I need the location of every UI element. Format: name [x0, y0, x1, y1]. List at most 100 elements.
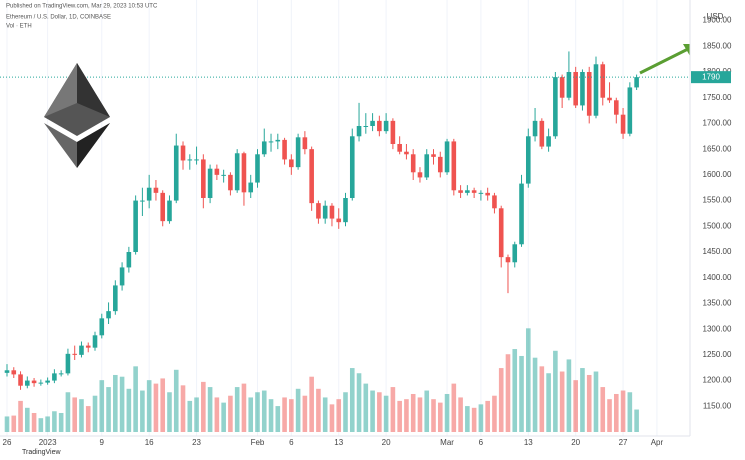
candle-body	[377, 120, 382, 132]
candle-body	[573, 72, 578, 106]
x-tick-label: 26	[3, 438, 12, 447]
volume-bar	[261, 390, 267, 432]
volume-bar	[627, 392, 633, 432]
candle-body	[492, 195, 497, 209]
volume-bar	[586, 374, 592, 432]
volume-bar	[410, 393, 416, 432]
volume-bar	[309, 376, 314, 432]
y-tick-label: 1250.00	[703, 350, 732, 359]
volume-bar	[336, 399, 342, 432]
volume-bar	[228, 395, 233, 432]
candle-body	[173, 145, 179, 201]
candle-body	[248, 182, 254, 193]
candle-body	[58, 373, 64, 375]
volume-bar	[553, 350, 558, 432]
volume-bar	[546, 373, 551, 432]
candle-body	[261, 141, 267, 155]
candle-body	[92, 335, 98, 348]
volume-bar	[485, 400, 490, 432]
candle-body	[289, 159, 294, 168]
candle-body	[316, 203, 321, 219]
volume-bar	[349, 368, 355, 432]
volume-bar	[106, 387, 111, 432]
y-tick-label: 1500.00	[703, 221, 732, 230]
x-tick-label: 27	[619, 438, 628, 447]
x-tick-label: 9	[100, 438, 105, 447]
candles	[0, 51, 690, 390]
x-tick-label: 20	[382, 438, 391, 447]
volume-bar	[52, 411, 57, 432]
volume-bar	[194, 397, 199, 432]
currency-label: USD	[707, 12, 724, 21]
candle-body	[471, 190, 477, 193]
candle-body	[309, 149, 314, 204]
axes: 1150.00 1200.00 1250.00 1300.00 1350.00 1400.…	[3, 16, 732, 447]
volume-bar	[390, 387, 396, 432]
volume-bar	[492, 395, 497, 432]
volume-bar	[79, 399, 84, 432]
candle-body	[566, 72, 572, 98]
candle-body	[241, 153, 247, 193]
candle-body	[187, 159, 193, 161]
volume-bar	[620, 390, 626, 432]
candle-body	[133, 200, 138, 252]
candle-body	[45, 380, 50, 383]
y-tick-label: 1450.00	[703, 247, 732, 256]
candle-body	[431, 154, 436, 157]
y-tick-label: 1900.00	[703, 16, 732, 25]
candle-body	[153, 187, 159, 193]
volume-bar	[241, 383, 247, 432]
x-tick-label: 16	[145, 438, 154, 447]
candle-body	[417, 172, 423, 178]
volume-bar	[187, 400, 193, 432]
candle-body	[79, 345, 84, 355]
volume-bar	[31, 412, 37, 432]
candle-body	[505, 257, 511, 263]
volume-bar	[614, 393, 619, 432]
y-tick-label: 1850.00	[703, 41, 732, 50]
candle-body	[363, 126, 369, 127]
candle-body	[525, 136, 531, 184]
candle-body	[214, 168, 220, 175]
y-tick-label: 1700.00	[703, 119, 732, 128]
volume-bar	[377, 392, 382, 432]
x-tick-label: Feb	[251, 438, 265, 447]
volume-bar	[593, 371, 599, 432]
candle-body	[4, 370, 10, 373]
volume-bar	[289, 399, 294, 432]
volume-bar	[417, 397, 423, 432]
candle-body	[201, 159, 206, 198]
candle-body	[586, 72, 592, 116]
eth-logo	[44, 63, 110, 168]
candle-body	[600, 64, 606, 98]
volume-bar	[248, 397, 254, 432]
volume-bar	[295, 388, 301, 432]
candle-body	[221, 174, 226, 176]
candle-body	[180, 145, 186, 161]
candle-body	[106, 311, 111, 319]
candle-body	[72, 353, 77, 355]
volume-bar	[512, 349, 518, 432]
volume-bar	[18, 400, 23, 432]
volume-bar	[444, 393, 450, 432]
volume-bar	[221, 402, 226, 432]
candle-body	[465, 190, 470, 193]
volume-bar	[25, 407, 30, 432]
volume-bar	[133, 366, 138, 432]
y-tick-label: 1750.00	[703, 93, 732, 102]
candle-body	[295, 137, 301, 168]
candle-body	[593, 64, 599, 116]
volume-bar	[11, 415, 17, 432]
candle-body	[410, 154, 416, 173]
volume-bar	[201, 381, 206, 432]
volume-bar	[458, 397, 463, 432]
candle-body	[614, 100, 619, 115]
candle-body	[404, 151, 409, 155]
y-tick-label: 1350.00	[703, 299, 732, 308]
volume-bar	[45, 416, 50, 432]
y-tick-label: 1300.00	[703, 324, 732, 333]
volume-bar	[234, 387, 240, 432]
candle-body	[65, 353, 71, 374]
volume-bar	[397, 400, 402, 432]
candle-body	[519, 183, 524, 245]
